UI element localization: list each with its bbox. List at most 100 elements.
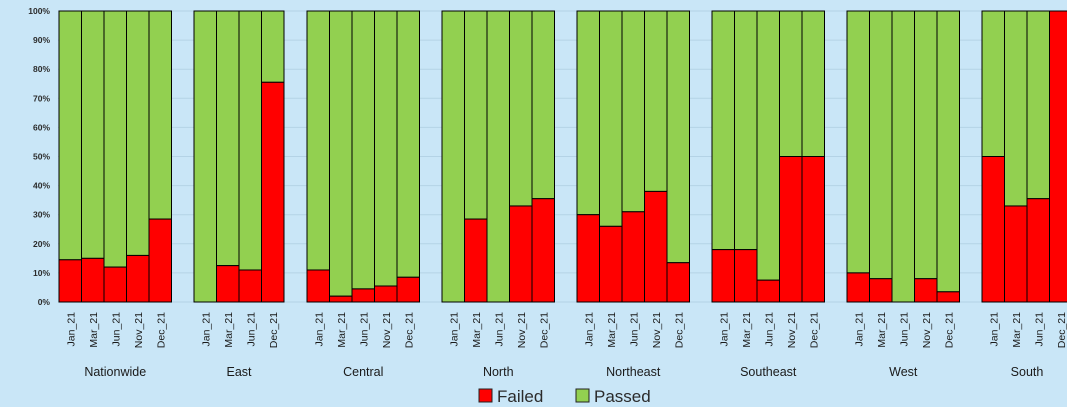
bar-failed (238, 269, 262, 303)
bar-passed (306, 10, 330, 271)
y-tick-label: 40% (33, 181, 50, 191)
bar-passed (531, 10, 555, 200)
bar-failed (464, 218, 488, 303)
bar-failed (81, 257, 105, 303)
bar-failed (599, 225, 623, 303)
bar-failed (1004, 205, 1028, 303)
bar-failed (351, 288, 375, 303)
bar-failed (644, 190, 668, 303)
y-tick-label: 20% (33, 239, 50, 249)
legend-failed-label: Failed (497, 387, 543, 406)
x-tick-label: Jun_21 (898, 312, 910, 347)
x-tick-label: Nov_21 (133, 312, 145, 348)
bar-passed (464, 10, 488, 220)
bar-passed (869, 10, 893, 280)
x-axis-ticks: Jan_21 Mar_21 Jun_21 Nov_21 Dec_21 Nationwide… (65, 312, 1067, 379)
x-tick-label: Nov_21 (516, 312, 528, 348)
x-tick-label: Dec_21 (268, 312, 280, 348)
bar-passed (891, 10, 915, 303)
bar-passed (103, 10, 127, 268)
x-tick-label: Jun_21 (358, 312, 370, 347)
bar-passed (148, 10, 172, 220)
legend: Failed Passed (478, 387, 651, 406)
bar-failed (666, 262, 690, 303)
group-label: West (889, 365, 918, 379)
group-label: Southeast (740, 365, 797, 379)
bar-passed (599, 10, 623, 227)
x-tick-label: Jan_21 (65, 312, 77, 347)
bar-passed (1004, 10, 1028, 207)
x-tick-label: Nov_21 (381, 312, 393, 348)
bar-passed (576, 10, 600, 216)
bar-failed (329, 295, 353, 303)
bar-failed (734, 249, 758, 303)
bar-failed (531, 198, 555, 303)
x-tick-label: Jun_21 (245, 312, 257, 347)
bar-failed (846, 272, 870, 303)
bar-passed (1026, 10, 1050, 200)
y-tick-label: 0% (38, 297, 51, 307)
bar-passed (261, 10, 285, 83)
x-tick-label: Dec_21 (1056, 312, 1067, 348)
bar-passed (846, 10, 870, 274)
x-tick-label: Mar_21 (336, 312, 348, 348)
bar-passed (216, 10, 240, 267)
bar-failed (509, 205, 533, 303)
group-label: Northeast (606, 365, 661, 379)
bar-failed (756, 279, 780, 303)
bar-failed (1049, 10, 1067, 303)
y-tick-label: 100% (28, 6, 50, 16)
bar-passed (329, 10, 353, 297)
x-tick-label: Jan_21 (200, 312, 212, 347)
legend-passed-swatch (575, 388, 590, 403)
bar-failed (58, 259, 82, 303)
x-tick-label: Jan_21 (853, 312, 865, 347)
y-tick-label: 60% (33, 122, 50, 132)
bar-failed (981, 156, 1005, 303)
bar-failed (711, 249, 735, 303)
bar-passed (756, 10, 780, 281)
y-tick-label: 70% (33, 93, 50, 103)
bar-passed (734, 10, 758, 251)
bar-passed (58, 10, 82, 261)
bar-failed (576, 214, 600, 303)
x-tick-label: Jun_21 (1033, 312, 1045, 347)
x-tick-label: Dec_21 (673, 312, 685, 348)
x-tick-label: Jun_21 (110, 312, 122, 347)
x-tick-label: Mar_21 (1011, 312, 1023, 348)
x-tick-label: Mar_21 (606, 312, 618, 348)
group-label: South (1011, 365, 1044, 379)
x-tick-label: Jan_21 (448, 312, 460, 347)
y-tick-label: 90% (33, 35, 50, 45)
y-tick-label: 80% (33, 64, 50, 74)
x-tick-label: Dec_21 (155, 312, 167, 348)
legend-failed-swatch (478, 388, 493, 403)
bar-failed (1026, 198, 1050, 303)
bar-failed (148, 218, 172, 303)
bar-failed (396, 276, 420, 303)
bar-failed (103, 266, 127, 303)
bar-passed (126, 10, 150, 256)
bar-passed (621, 10, 645, 213)
group-label: Nationwide (84, 365, 146, 379)
x-tick-label: Dec_21 (403, 312, 415, 348)
bar-failed (306, 269, 330, 303)
bar-passed (644, 10, 668, 192)
bar-passed (914, 10, 938, 280)
group-label: North (483, 365, 514, 379)
x-tick-label: Mar_21 (741, 312, 753, 348)
x-tick-label: Nov_21 (921, 312, 933, 348)
bar-passed (981, 10, 1005, 157)
bar-passed (666, 10, 690, 264)
bar-passed (441, 10, 465, 303)
x-tick-label: Mar_21 (223, 312, 235, 348)
x-tick-label: Jun_21 (763, 312, 775, 347)
x-tick-label: Dec_21 (538, 312, 550, 348)
bar-failed (621, 211, 645, 303)
bar-failed (936, 291, 960, 303)
bar-passed (711, 10, 735, 251)
x-tick-label: Dec_21 (943, 312, 955, 348)
y-tick-label: 30% (33, 210, 50, 220)
